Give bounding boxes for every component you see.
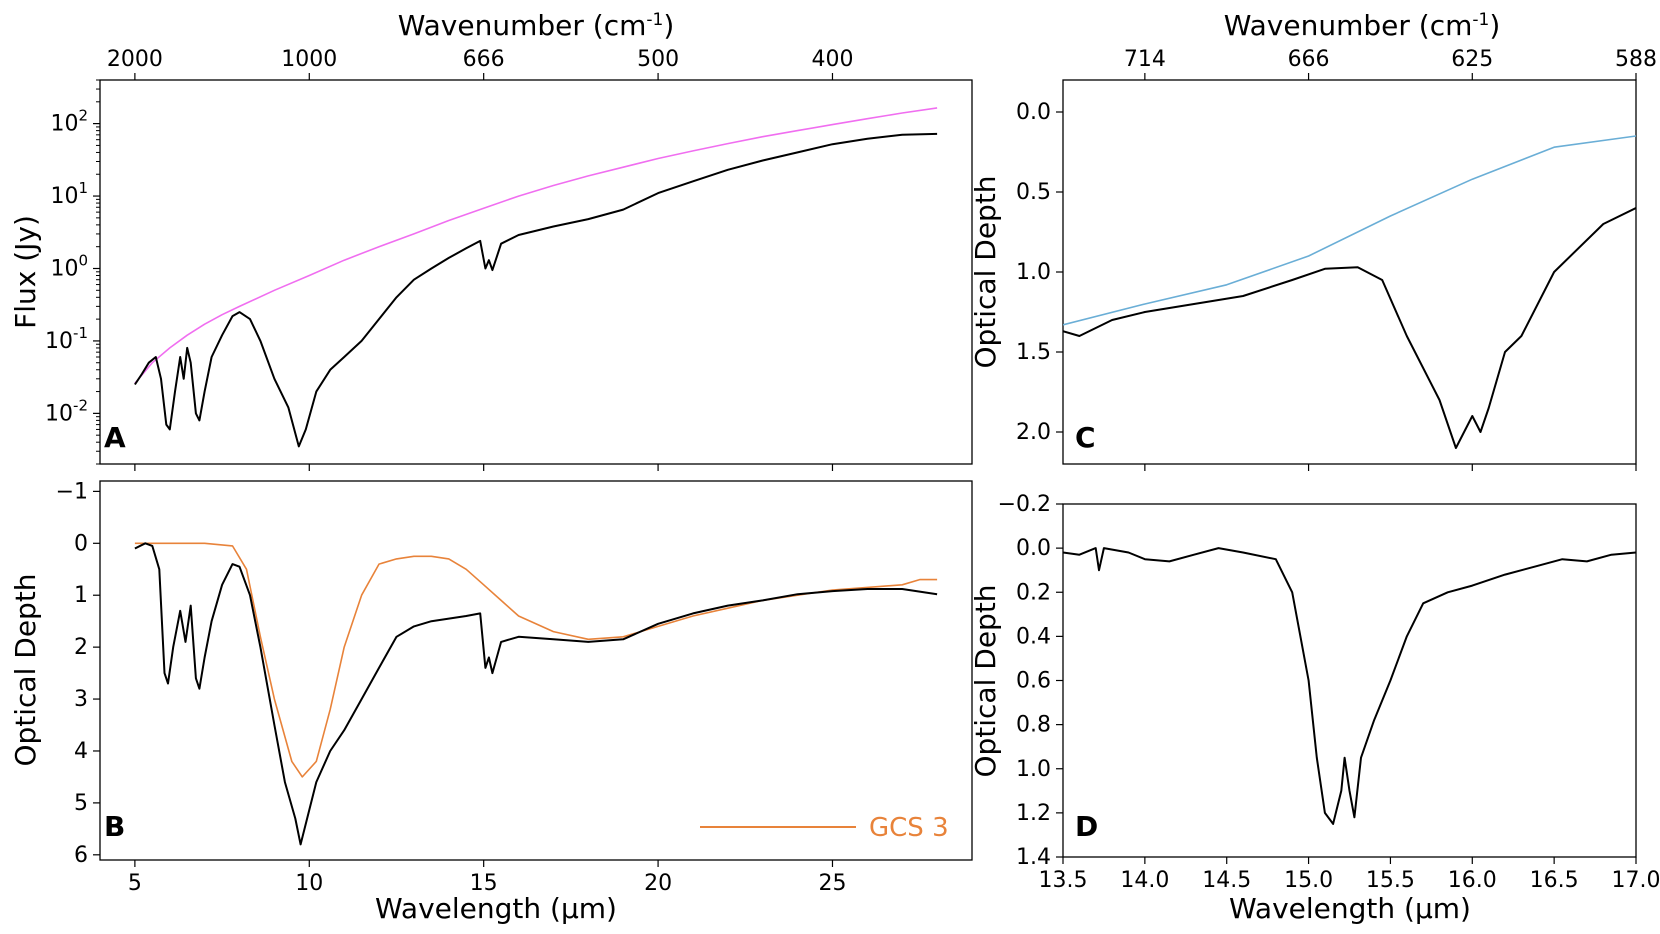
panel-d-x-tick-label: 16.5 — [1530, 868, 1579, 893]
panel-b-letter: B — [104, 810, 125, 843]
panel-b-y-tick-label: 1 — [74, 583, 88, 608]
panel-b-observed-line — [134, 542, 938, 846]
panel-a-top-tick-label: 500 — [637, 47, 679, 72]
panel-d-y-tick-label: −0.2 — [998, 492, 1051, 517]
panel-d-y-tick-label: 0.4 — [1016, 624, 1051, 649]
panel-d-x-axis-label: Wavelength (μm) — [1229, 892, 1471, 925]
panel-d-y-tick-label: 0.0 — [1016, 536, 1051, 561]
panel-d-y-ticks: −0.2 0.0 0.2 0.4 0.6 0.8 1.0 1.2 1.4 — [998, 492, 1063, 870]
panel-d-x-tick-label: 17.0 — [1612, 868, 1660, 893]
panel-b-x-tick-label: 5 — [128, 871, 142, 896]
panel-d-series-group — [1063, 547, 1636, 825]
panel-d-y-tick-label: 0.8 — [1016, 713, 1051, 738]
panel-c-top-tick-label: 714 — [1124, 47, 1166, 72]
panel-a-top-axis-label: Wavenumber (cm-1) — [398, 9, 675, 42]
panel-b-gcs-3-line — [134, 542, 938, 778]
panel-c-observed-line — [1063, 206, 1636, 449]
panel-b-x-axis-label: Wavelength (μm) — [375, 892, 617, 925]
panel-d-x-tick-label: 15.0 — [1284, 868, 1333, 893]
panel-a-y-tick-label: 10-2 — [45, 396, 88, 426]
panel-b-y-tick-label: 5 — [74, 791, 88, 816]
panel-c-series-group — [1063, 135, 1636, 449]
panel-b-x-tick-label: 10 — [295, 871, 323, 896]
panel-d-x-tick-label: 16.0 — [1448, 868, 1497, 893]
panel-d-y-tick-label: 1.4 — [1016, 845, 1051, 870]
panel-b-frame — [99, 480, 973, 861]
panel-a-y-ticks: 10-2 10-1 100 101 102 — [45, 79, 100, 465]
panel-d-y-tick-label: 0.2 — [1016, 580, 1051, 605]
panel-b-x-tick-label: 15 — [470, 871, 498, 896]
panel-d-y-tick-label: 1.2 — [1016, 801, 1051, 826]
panel-a-top-tick-label: 666 — [463, 47, 505, 72]
panel-c-y-tick-label: 1.5 — [1016, 340, 1051, 365]
panel-a-top-ticks: 2000 1000 666 500 400 — [107, 47, 853, 471]
panel-d-x-tick-label: 15.5 — [1366, 868, 1415, 893]
panel-c-y-tick-label: 0.5 — [1016, 180, 1051, 205]
panel-c-top-tick-label: 666 — [1288, 47, 1330, 72]
panel-b-y-ticks: −1 0 1 2 3 4 5 6 — [56, 479, 100, 868]
panel-b-y-axis-label: Optical Depth — [9, 573, 42, 766]
panel-c-top-tick-label: 588 — [1615, 47, 1657, 72]
panel-c-letter: C — [1075, 421, 1096, 454]
panel-a-series-group — [134, 107, 938, 448]
panel-b-y-tick-label: −1 — [56, 479, 88, 504]
panel-d: −0.2 0.0 0.2 0.4 0.6 0.8 1.0 1.2 1.4 13.5 14.0 14.… — [969, 492, 1660, 925]
panel-b-legend-label: GCS 3 — [869, 813, 949, 843]
panel-a-letter: A — [104, 421, 126, 454]
panel-a-y-tick-label: 100 — [50, 251, 88, 281]
panel-c-frame — [1062, 79, 1637, 465]
panel-b-series-group — [134, 542, 938, 846]
panel-a-y-tick-label: 101 — [50, 179, 88, 209]
panel-d-x-tick-label: 13.5 — [1039, 868, 1088, 893]
panel-b-x-tick-label: 25 — [818, 871, 846, 896]
panel-a-continuum-line — [134, 107, 938, 384]
panel-c-y-ticks: 0.0 0.5 1.0 1.5 2.0 — [1016, 100, 1063, 445]
panel-a-y-tick-label: 102 — [50, 107, 88, 137]
panel-c-y-tick-label: 0.0 — [1016, 100, 1051, 125]
panel-c-top-ticks: 714 666 625 588 — [1124, 47, 1657, 471]
panel-c-y-tick-label: 1.0 — [1016, 260, 1051, 285]
panel-a-frame — [99, 79, 973, 465]
panel-d-observed-line — [1063, 547, 1636, 825]
panel-d-x-tick-label: 14.0 — [1120, 868, 1169, 893]
panel-a-observed-spectrum-line — [134, 132, 938, 448]
panel-b-y-tick-label: 0 — [74, 531, 88, 556]
panel-d-y-tick-label: 1.0 — [1016, 757, 1051, 782]
panel-c-top-tick-label: 625 — [1451, 47, 1493, 72]
panel-a-top-tick-label: 2000 — [107, 47, 163, 72]
panel-a-y-axis-label: Flux (Jy) — [9, 215, 42, 329]
panel-b-x-ticks: 5 10 15 20 25 — [128, 860, 846, 896]
panel-c-y-tick-label: 2.0 — [1016, 420, 1051, 445]
panel-d-y-tick-label: 0.6 — [1016, 669, 1051, 694]
panel-c-continuum-fit-line — [1063, 135, 1636, 326]
panel-b-y-tick-label: 6 — [74, 843, 88, 868]
panel-a: 10-2 10-1 100 101 102 2000 1000 666 500 400 Wave… — [9, 9, 973, 471]
panel-d-frame — [1062, 503, 1637, 858]
panel-a-top-tick-label: 1000 — [281, 47, 337, 72]
panel-d-y-axis-label: Optical Depth — [969, 584, 1002, 777]
panel-a-top-tick-label: 400 — [811, 47, 853, 72]
panel-b-y-tick-label: 3 — [74, 687, 88, 712]
panel-b-y-tick-label: 2 — [74, 635, 88, 660]
panel-d-letter: D — [1075, 810, 1098, 843]
panel-d-x-tick-label: 14.5 — [1202, 868, 1251, 893]
panel-c-top-axis-label: Wavenumber (cm-1) — [1224, 9, 1501, 42]
panel-c: 0.0 0.5 1.0 1.5 2.0 714 666 625 588 Wavenumber … — [969, 9, 1657, 471]
panel-d-x-ticks: 13.5 14.0 14.5 15.0 15.5 16.0 16.5 17.0 — [1039, 857, 1660, 893]
panel-b-y-tick-label: 4 — [74, 739, 88, 764]
panel-c-y-axis-label: Optical Depth — [969, 175, 1002, 368]
panel-b-x-tick-label: 20 — [644, 871, 672, 896]
panel-a-y-tick-label: 10-1 — [45, 324, 88, 354]
